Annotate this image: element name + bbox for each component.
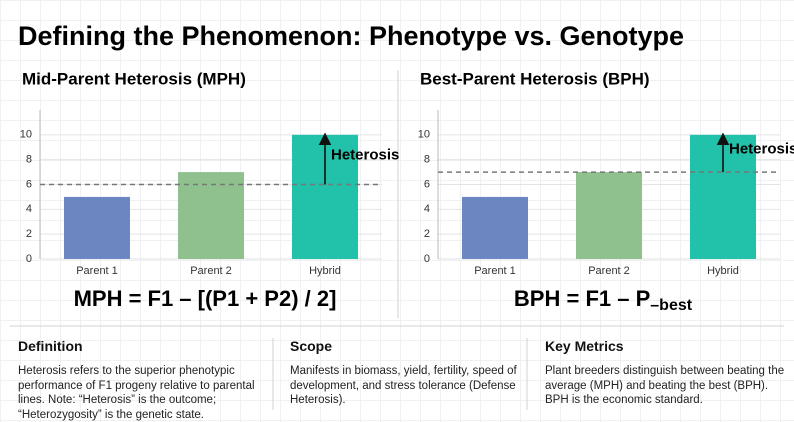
section-heading: Definition [18,338,83,354]
y-tick-label: 0 [26,253,32,265]
y-tick-label: 10 [418,129,430,141]
y-tick-label: 4 [424,203,430,215]
y-tick-label: 10 [20,129,32,141]
section: Scope Manifests in biomass, yield, ferti… [290,338,530,408]
y-tick-label: 8 [424,154,430,166]
chart-title: Best-Parent Heterosis (BPH) [420,69,650,88]
x-tick-label: Parent 2 [588,265,630,277]
bar [576,172,642,259]
section-heading: Scope [290,338,333,354]
formula-text: MPH = F1 – [(P1 + P2) / 2] [74,286,337,311]
section-heading: Key Metrics [545,338,624,354]
x-tick-label: Hybrid [707,265,739,277]
y-tick-label: 2 [26,228,32,240]
x-tick-label: Parent 2 [190,265,232,277]
section-text: Heterosis refers to the superior phenoty… [18,365,255,421]
formula-text: BPH = F1 – P [514,286,650,311]
section: Definition Heterosis refers to the super… [18,338,258,422]
formula-subscript: –best [650,297,692,314]
section: Key Metrics Plant breeders distinguish b… [545,338,785,408]
x-tick-label: Parent 1 [76,265,118,277]
bar [64,196,130,259]
section-text: Plant breeders distinguish between beati… [545,365,785,406]
y-tick-label: 6 [424,178,430,190]
annotation: Heterosis [331,147,399,164]
x-tick-label: Hybrid [309,265,341,277]
formula: BPH = F1 – P–best [514,286,693,314]
y-tick-label: 4 [26,203,32,215]
y-tick-label: 2 [424,228,430,240]
chart-title: Mid-Parent Heterosis (MPH) [22,69,246,88]
section-text: Manifests in biomass, yield, fertility, … [290,365,517,406]
y-tick-label: 8 [26,154,32,166]
formula: MPH = F1 – [(P1 + P2) / 2] [74,286,337,311]
bar [462,196,528,259]
y-tick-label: 6 [26,178,32,190]
x-tick-label: Parent 1 [474,265,516,277]
y-tick-label: 0 [424,253,430,265]
bar [178,172,244,259]
annotation: Heterosis [729,140,794,157]
slide-title: Defining the Phenomenon: Phenotype vs. G… [18,21,684,51]
